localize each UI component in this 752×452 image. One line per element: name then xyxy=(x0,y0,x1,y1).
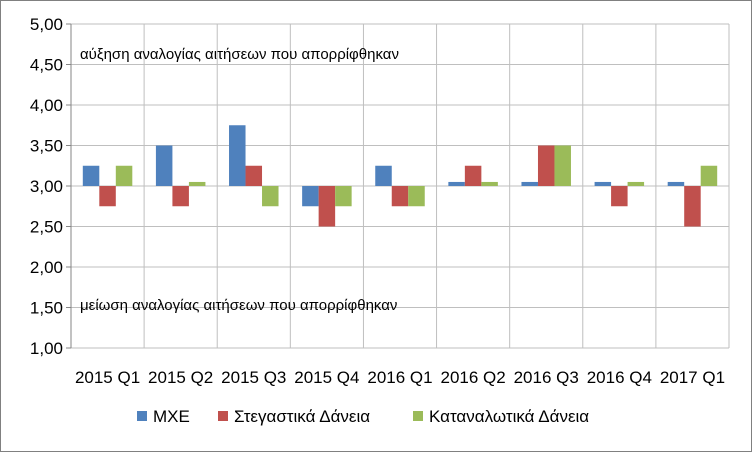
x-tick-label: 2016 Q4 xyxy=(587,368,652,387)
bars xyxy=(82,125,718,227)
x-tick-label: 2015 Q3 xyxy=(221,368,286,387)
legend-swatch xyxy=(413,411,423,421)
x-tick-label: 2017 Q1 xyxy=(660,368,725,387)
bar-mxe xyxy=(521,181,538,186)
legend-label: ΜΧΕ xyxy=(153,407,190,426)
x-tick-label: 2015 Q4 xyxy=(294,368,359,387)
bar-consumer xyxy=(262,186,279,207)
bar-mxe xyxy=(302,186,319,207)
x-tick-label: 2016 Q1 xyxy=(367,368,432,387)
y-tick-label: 2,00 xyxy=(30,258,63,277)
y-tick-label: 5,00 xyxy=(30,15,63,34)
bar-mortgage xyxy=(172,186,189,207)
bar-consumer xyxy=(554,145,571,186)
bar-mortgage xyxy=(611,186,628,207)
x-tick-label: 2015 Q2 xyxy=(148,368,213,387)
bar-consumer xyxy=(115,165,133,186)
x-tick-label: 2016 Q3 xyxy=(514,368,579,387)
legend-label: Καταναλωτικά Δάνεια xyxy=(429,407,589,426)
annotation-decrease: μείωση αναλογίας αιτήσεων που απορρίφθηκ… xyxy=(80,297,397,314)
y-tick-label: 2,50 xyxy=(30,218,63,237)
y-tick-label: 3,50 xyxy=(30,137,63,156)
bar-mortgage xyxy=(684,186,701,227)
bar-mxe xyxy=(667,181,685,186)
bar-consumer xyxy=(335,186,352,207)
bar-mortgage xyxy=(99,186,116,207)
bar-consumer xyxy=(700,165,718,186)
bar-consumer xyxy=(188,181,206,186)
legend-swatch xyxy=(137,411,147,421)
y-axis: 1,00 1,50 2,00 2,50 3,00 3,50 4,00 4,50 5,00 xyxy=(30,15,72,358)
y-tick-label: 1,00 xyxy=(30,339,63,358)
bar-mortgage xyxy=(245,165,263,186)
x-tick-label: 2016 Q2 xyxy=(440,368,505,387)
bar-consumer xyxy=(481,181,498,186)
annotation-increase: αύξηση αναλογίας αιτήσεων που απορρίφθηκ… xyxy=(80,46,399,63)
x-axis: 2015 Q1 2015 Q2 2015 Q3 2015 Q4 2016 Q1 2016 … xyxy=(75,368,725,387)
legend: ΜΧΕ Στεγαστικά Δάνεια Καταναλωτικά Δάνεια xyxy=(137,407,589,426)
bar-consumer xyxy=(627,181,645,186)
x-tick-label: 2015 Q1 xyxy=(75,368,140,387)
bar-mxe xyxy=(155,145,173,186)
bar-mxe xyxy=(594,181,612,186)
y-tick-label: 4,00 xyxy=(30,96,63,115)
bar-mortgage xyxy=(464,165,482,186)
y-tick-label: 3,00 xyxy=(30,177,63,196)
legend-swatch xyxy=(218,411,228,421)
bar-mortgage xyxy=(537,145,555,186)
bar-mxe xyxy=(375,165,392,186)
bar-mortgage xyxy=(391,186,409,207)
legend-label: Στεγαστικά Δάνεια xyxy=(234,407,370,426)
bar-mxe xyxy=(448,181,465,186)
y-tick-label: 4,50 xyxy=(30,56,63,75)
bar-mortgage xyxy=(318,186,336,227)
bar-mxe xyxy=(82,165,100,186)
bar-mxe xyxy=(229,125,246,186)
y-tick-label: 1,50 xyxy=(30,299,63,318)
bar-consumer xyxy=(408,186,425,207)
